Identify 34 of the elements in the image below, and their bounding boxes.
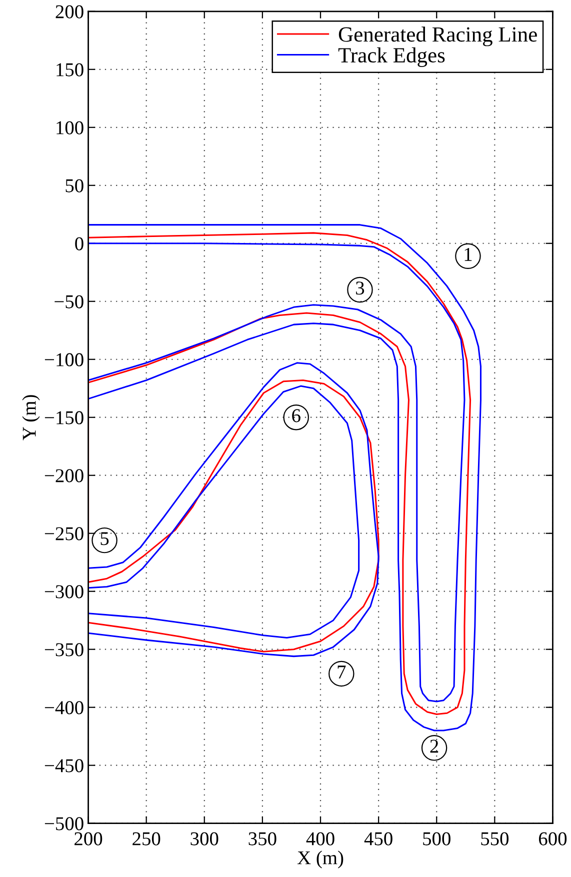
legend-label: Track Edges [338,47,445,67]
y-tick-label: −150 [44,411,84,424]
x-tick-label: 350 [248,832,276,846]
annotation: 5 [100,532,109,546]
x-tick-label: 400 [306,832,334,846]
annotation: 1 [464,248,472,261]
y-tick-label: −50 [54,295,84,308]
x-tick-label: 600 [538,832,567,846]
y-tick-label: −500 [44,817,84,830]
x-axis-title: X (m) [297,850,344,868]
annotation: 7 [338,666,346,678]
y-tick-label: −400 [44,701,84,714]
y-tick-label: 0 [75,237,84,250]
legend-label: Generated Racing Line [338,26,537,46]
y-tick-label: 50 [66,179,84,192]
annotation: 6 [292,409,300,422]
annotation: 2 [430,740,438,753]
y-tick-label: 100 [56,121,84,134]
x-tick-label: 250 [132,832,160,846]
y-tick-label: 150 [56,63,84,76]
y-tick-label: −200 [44,469,84,482]
x-tick-label: 200 [74,832,102,846]
x-tick-label: 500 [423,832,450,846]
y-tick-label: 200 [56,5,84,18]
x-tick-label: 300 [190,832,218,846]
y-tick-label: −450 [44,759,84,772]
x-tick-label: 550 [481,832,509,846]
y-tick-label: −300 [44,585,84,598]
x-tick-label: 450 [364,832,392,846]
y-axis-title: Y (m) [22,395,40,440]
annotation: 3 [356,282,364,295]
y-tick-label: −350 [44,643,84,656]
y-tick-label: −100 [44,353,84,366]
y-tick-label: −250 [44,527,84,540]
